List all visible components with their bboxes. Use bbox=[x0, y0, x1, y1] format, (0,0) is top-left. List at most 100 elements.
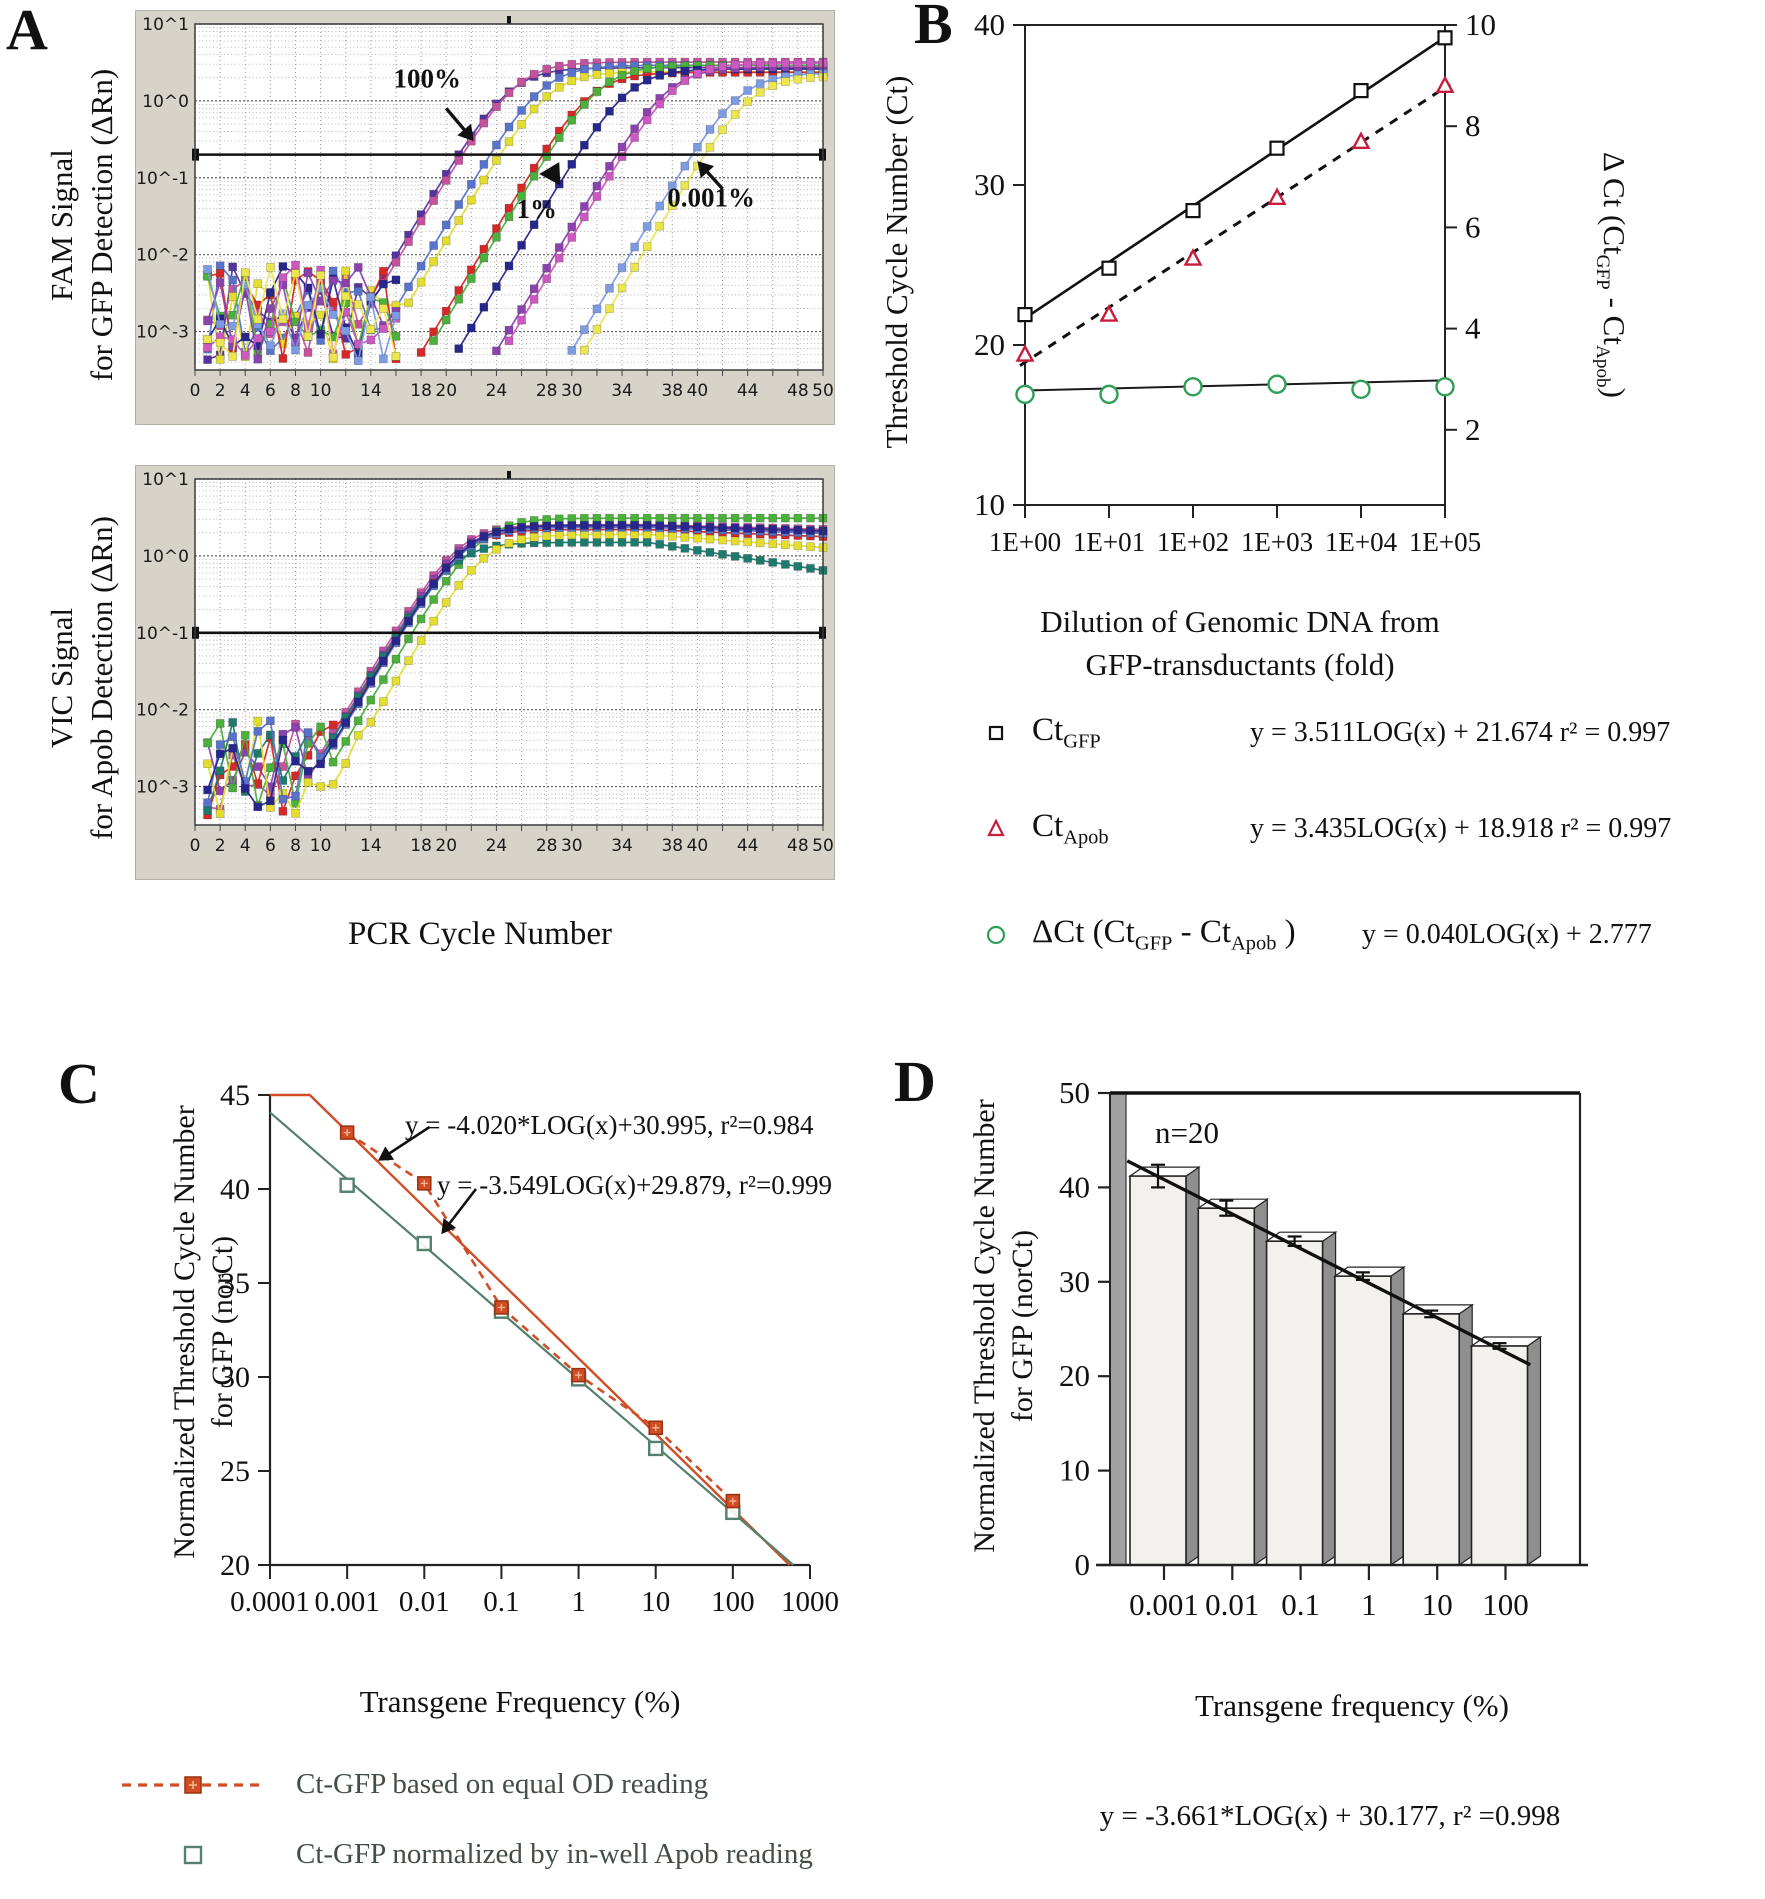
svg-text:10: 10 bbox=[974, 487, 1005, 522]
svg-text:8: 8 bbox=[290, 836, 301, 856]
svg-text:1E+01: 1E+01 bbox=[1073, 527, 1145, 557]
svg-text:25: 25 bbox=[220, 1455, 250, 1488]
svg-text:2: 2 bbox=[215, 381, 226, 401]
svg-text:40: 40 bbox=[687, 836, 709, 856]
svg-text:2: 2 bbox=[215, 836, 226, 856]
svg-text:50: 50 bbox=[812, 836, 834, 856]
legend-b-marker-square bbox=[960, 718, 1032, 748]
svg-text:0: 0 bbox=[1075, 1547, 1091, 1582]
svg-text:44: 44 bbox=[737, 836, 759, 856]
svg-text:4: 4 bbox=[240, 381, 251, 401]
svg-text:20: 20 bbox=[220, 1549, 250, 1582]
legend-c-marker-open-square bbox=[118, 1840, 268, 1870]
svg-text:1E+03: 1E+03 bbox=[1241, 527, 1313, 557]
svg-text:44: 44 bbox=[737, 381, 759, 401]
svg-text:38: 38 bbox=[661, 381, 683, 401]
legend-b-row-ctapob: CtApob y = 3.435LOG(x) + 18.918 r² = 0.9… bbox=[960, 808, 1765, 850]
svg-text:10^0: 10^0 bbox=[142, 92, 189, 112]
legend-b-marker-circle bbox=[960, 920, 1032, 950]
legend-b-row-ctgfp: CtGFP y = 3.511LOG(x) + 21.674 r² = 0.99… bbox=[960, 712, 1765, 754]
panel-b-label: B bbox=[914, 0, 953, 56]
svg-text:0.001%: 0.001% bbox=[667, 183, 755, 213]
svg-text:0.1: 0.1 bbox=[483, 1586, 519, 1618]
b-x-axis-title: Dilution of Genomic DNA from GFP-transdu… bbox=[1040, 604, 1440, 683]
wall-3d bbox=[1109, 1092, 1127, 1566]
svg-text:6: 6 bbox=[265, 836, 276, 856]
svg-text:18: 18 bbox=[410, 381, 432, 401]
svg-text:1E+05: 1E+05 bbox=[1409, 527, 1481, 557]
svg-text:20: 20 bbox=[974, 327, 1005, 362]
svg-text:0.001: 0.001 bbox=[315, 1586, 380, 1618]
svg-text:10^1: 10^1 bbox=[142, 470, 189, 490]
svg-text:1E+00: 1E+00 bbox=[989, 527, 1061, 557]
svg-text:1: 1 bbox=[1361, 1587, 1377, 1622]
svg-text:10: 10 bbox=[1059, 1453, 1090, 1488]
svg-text:20: 20 bbox=[1059, 1358, 1090, 1393]
legend-b-eq-ctapob: y = 3.435LOG(x) + 18.918 r² = 0.997 bbox=[1250, 812, 1672, 844]
b-standard-curve-plot: 10 20 30 40 2 4 6 8 10 1E+00 1E+01 1E+02 1E+03 1E+04 1… bbox=[974, 7, 1496, 557]
svg-text:100: 100 bbox=[1482, 1587, 1529, 1622]
svg-text:4: 4 bbox=[1465, 311, 1481, 346]
svg-text:8: 8 bbox=[1465, 108, 1481, 143]
b-left-axis-title: Threshold Cycle Number (Ct) bbox=[879, 75, 915, 449]
c-equation-normalized: y = -3.549LOG(x)+29.879, r²=0.999 bbox=[437, 1170, 832, 1200]
vic-y-axis-title: VIC Signal for Apob Detection (ΔRn) bbox=[44, 516, 119, 840]
svg-text:40: 40 bbox=[687, 381, 709, 401]
svg-text:38: 38 bbox=[661, 836, 683, 856]
legend-b-row-dct: ΔCt (CtGFP - CtApob ) y = 0.040LOG(x) + … bbox=[960, 914, 1765, 956]
legend-c-row-normalized: Ct-GFP normalized by in-well Apob readin… bbox=[118, 1838, 813, 1871]
svg-text:28: 28 bbox=[536, 381, 558, 401]
d-y-axis-title: Normalized Threshold Cycle Number for GF… bbox=[967, 1099, 1039, 1553]
series bbox=[203, 513, 828, 820]
svg-text:0: 0 bbox=[190, 836, 201, 856]
svg-text:35: 35 bbox=[220, 1267, 250, 1300]
svg-text:30: 30 bbox=[220, 1361, 250, 1394]
svg-text:34: 34 bbox=[611, 381, 633, 401]
svg-text:40: 40 bbox=[220, 1173, 250, 1206]
fam-amplification-plot: 0 2 4 6 8 10 14 18 20 24 28 30 34 38 40 44 48 5010^110^01… bbox=[135, 10, 835, 425]
legend-b-eq-ctgfp: y = 3.511LOG(x) + 21.674 r² = 0.997 bbox=[1250, 716, 1671, 748]
svg-text:10: 10 bbox=[1422, 1587, 1453, 1622]
svg-text:100: 100 bbox=[711, 1586, 755, 1618]
fam-y-axis-title: FAM Signal for GFP Detection (ΔRn) bbox=[44, 68, 119, 382]
svg-text:48: 48 bbox=[787, 836, 809, 856]
svg-text:0.01: 0.01 bbox=[1205, 1587, 1259, 1622]
svg-text:24: 24 bbox=[486, 381, 508, 401]
svg-text:14: 14 bbox=[360, 381, 382, 401]
svg-text:0: 0 bbox=[190, 381, 201, 401]
c-dilution-plot: 20 25 30 35 40 45 0.0001 0.001 0.01 0.1 1 10 100 1000 bbox=[220, 1079, 839, 1618]
c-y-axis-title: Normalized Threshold Cycle Number for GF… bbox=[167, 1105, 239, 1559]
svg-text:30: 30 bbox=[974, 167, 1005, 202]
legend-b-marker-triangle bbox=[960, 814, 1032, 844]
svg-text:1000: 1000 bbox=[781, 1586, 839, 1618]
svg-text:1E+02: 1E+02 bbox=[1157, 527, 1229, 557]
legend-c-row-equal-od: Ct-GFP based on equal OD reading bbox=[118, 1768, 708, 1801]
svg-text:6: 6 bbox=[1465, 209, 1481, 244]
svg-text:10: 10 bbox=[310, 381, 332, 401]
svg-text:45: 45 bbox=[220, 1079, 250, 1112]
vic-amplification-plot: 0 2 4 6 8 10 14 18 20 24 28 30 34 38 40 44 48 5010^110^01… bbox=[135, 465, 835, 880]
svg-text:0.01: 0.01 bbox=[399, 1586, 450, 1618]
svg-text:4: 4 bbox=[240, 836, 251, 856]
svg-text:10^-2: 10^-2 bbox=[136, 246, 189, 266]
svg-text:10^1: 10^1 bbox=[142, 15, 189, 35]
svg-text:50: 50 bbox=[1059, 1075, 1090, 1110]
svg-text:10^-1: 10^-1 bbox=[136, 624, 189, 644]
panel-a-label: A bbox=[6, 0, 48, 62]
grid bbox=[194, 23, 824, 370]
svg-text:34: 34 bbox=[611, 836, 633, 856]
trend-line bbox=[1126, 1159, 1532, 1367]
d-bar-plot: 0 10 20 30 40 50 0.001 0.01 0.1 1 10 100 n=20 bbox=[1059, 1075, 1588, 1622]
svg-text:14: 14 bbox=[360, 836, 382, 856]
svg-text:1E+04: 1E+04 bbox=[1325, 527, 1398, 557]
svg-text:30: 30 bbox=[561, 381, 583, 401]
panel-d-label: D bbox=[894, 1049, 936, 1114]
svg-text:0.1: 0.1 bbox=[1281, 1587, 1320, 1622]
svg-text:40: 40 bbox=[1059, 1169, 1090, 1204]
svg-text:10: 10 bbox=[641, 1586, 670, 1618]
legend-c-marker-dashed-square bbox=[118, 1770, 268, 1800]
svg-text:28: 28 bbox=[536, 836, 558, 856]
d-equation: y = -3.661*LOG(x) + 30.177, r² =0.998 bbox=[1099, 1800, 1561, 1832]
svg-text:50: 50 bbox=[812, 381, 834, 401]
svg-text:100%: 100% bbox=[393, 63, 461, 93]
